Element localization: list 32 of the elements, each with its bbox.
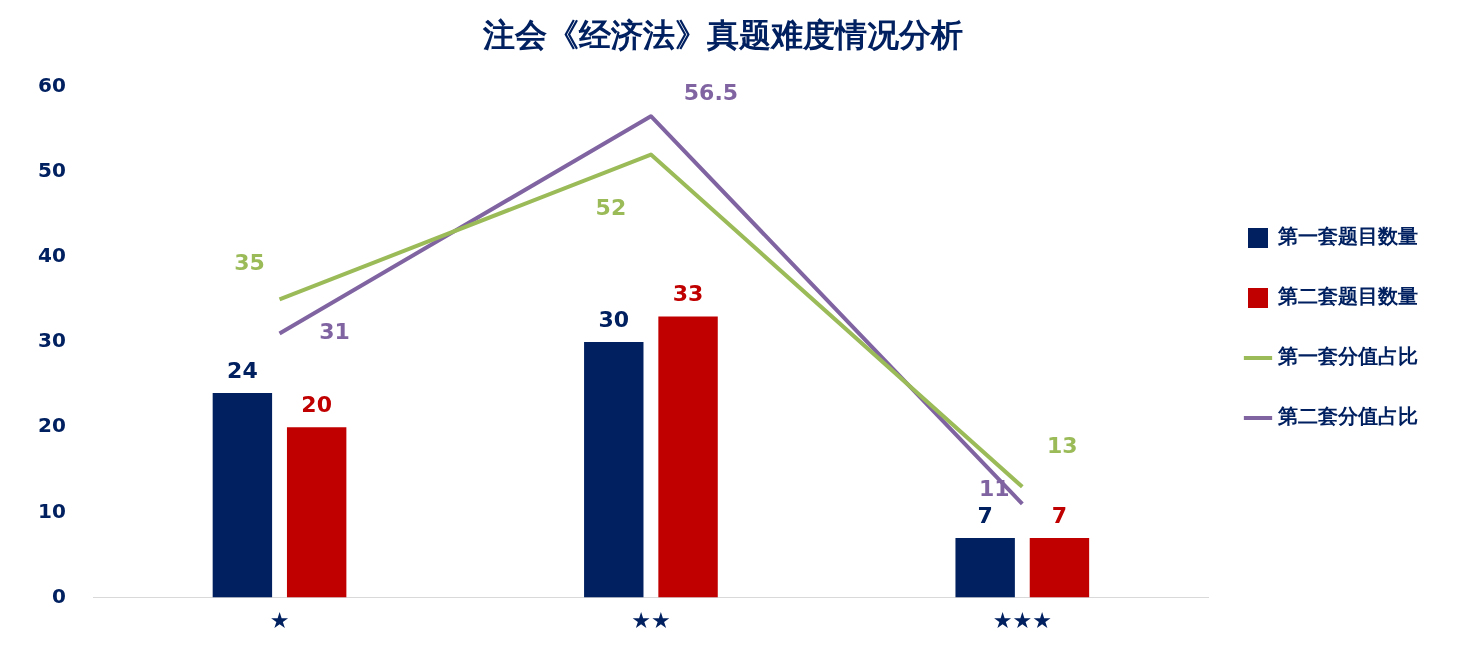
data-label: 20	[301, 391, 332, 417]
data-label: 52	[595, 195, 627, 221]
data-label: 13	[1046, 432, 1078, 458]
data-label: 7	[977, 502, 993, 528]
data-label: 24	[227, 357, 258, 383]
legend-label: 第一套分值占比	[1277, 344, 1418, 369]
y-tick-label: 60	[37, 72, 66, 97]
legend-label: 第二套分值占比	[1277, 404, 1418, 429]
data-label: 30	[598, 306, 630, 332]
bar	[212, 393, 273, 598]
chart-title: 注会《经济法》真题难度情况分析	[482, 15, 963, 54]
x-tick-label: ★★★	[992, 607, 1052, 633]
data-label: 33	[672, 281, 704, 307]
x-tick-label: ★	[269, 607, 290, 633]
y-tick-label: 10	[37, 498, 66, 523]
legend-label: 第二套题目数量	[1277, 284, 1418, 309]
y-tick-label: 40	[37, 243, 66, 267]
y-tick-label: 30	[37, 328, 66, 353]
bar	[955, 537, 1015, 598]
bar	[1029, 537, 1090, 598]
bar	[658, 316, 718, 598]
legend-label: 第一套题目数量	[1277, 224, 1418, 249]
y-tick-label: 50	[37, 157, 66, 182]
bar	[584, 342, 644, 598]
data-label: 31	[319, 319, 350, 345]
y-tick-label: 20	[37, 413, 66, 438]
data-label: 56.5	[683, 79, 739, 105]
data-label: 7	[1051, 502, 1068, 528]
y-tick-label: 0	[51, 583, 66, 608]
bar	[286, 427, 347, 598]
data-label: 35	[234, 250, 265, 276]
x-tick-label: ★★	[631, 607, 671, 633]
